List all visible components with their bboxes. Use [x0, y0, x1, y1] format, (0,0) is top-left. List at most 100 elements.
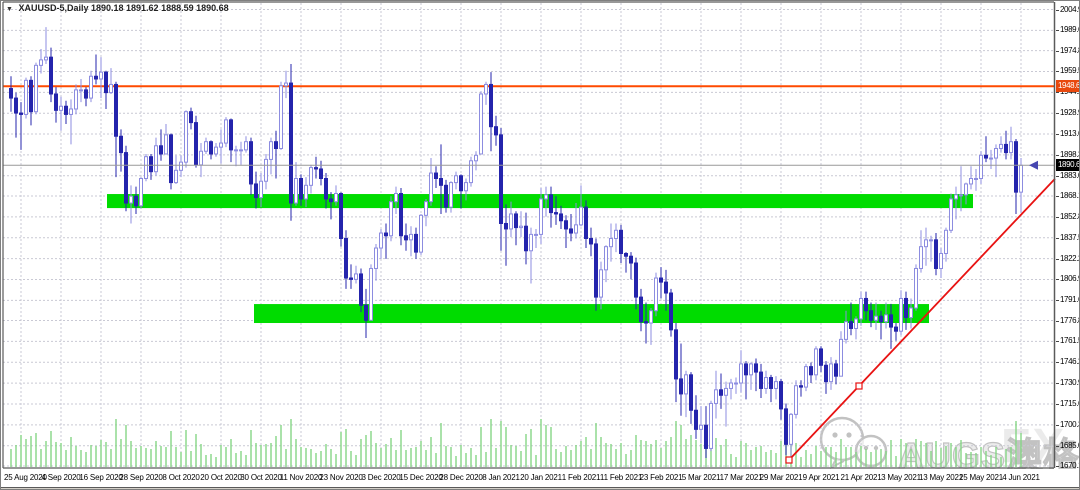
candle-bull — [899, 297, 903, 332]
candle-bear — [514, 213, 518, 229]
candle-bull — [429, 172, 433, 203]
price-tick-label: 1837.55 — [1056, 233, 1079, 243]
candle-bull — [449, 182, 453, 208]
candle-bull — [74, 89, 78, 110]
candle-bear — [319, 168, 323, 180]
candle-bull — [979, 154, 983, 180]
price-arrow-icon — [1029, 160, 1038, 170]
candle-bear — [809, 366, 813, 376]
candle-bear — [1004, 143, 1008, 154]
candle-bull — [844, 321, 848, 340]
candle-bull — [389, 201, 393, 237]
trendline-handle[interactable] — [855, 382, 863, 390]
candle-bear — [679, 378, 683, 395]
candle-bear — [569, 228, 573, 234]
candle-bull — [1009, 141, 1013, 154]
trend-line[interactable] — [788, 178, 1056, 461]
candle-bear — [494, 126, 498, 136]
candle-bull — [164, 134, 168, 155]
candle-bull — [764, 377, 768, 389]
candle-bull — [44, 56, 48, 61]
lower-support-zone[interactable] — [254, 304, 929, 324]
candle-bull — [379, 232, 383, 249]
axis-tick-dash — [1056, 424, 1059, 426]
candle-bear — [14, 97, 18, 114]
candle-bear — [779, 381, 783, 410]
axis-tick-dash — [1056, 216, 1059, 218]
candle-bear — [504, 222, 508, 230]
price-tick-label: 1715.60 — [1056, 399, 1079, 409]
date-tick-label: 11 Nov 2020 — [279, 473, 323, 482]
candle-bear — [499, 134, 503, 224]
candle-bull — [954, 194, 958, 200]
candle-bull — [714, 389, 718, 404]
candle-bear — [339, 192, 343, 239]
date-tick-label: 9 Apr 2021 — [802, 473, 840, 482]
candle-bear — [439, 178, 443, 186]
collapse-icon[interactable]: ▼ — [6, 6, 13, 13]
candle-bull — [684, 374, 688, 395]
candle-bull — [579, 206, 583, 226]
candle-bear — [29, 79, 33, 113]
axis-tick-dash — [1056, 445, 1059, 447]
candle-bull — [974, 178, 978, 181]
axis-tick-dash — [1056, 196, 1059, 198]
axis-tick-dash — [1056, 300, 1059, 302]
chart-plot-area — [2, 1, 1056, 469]
axis-tick-dash — [1056, 465, 1059, 467]
candle-bear — [869, 310, 873, 321]
candle-bull — [214, 146, 218, 155]
price-tick-label: 1913.60 — [1056, 129, 1079, 139]
date-axis: 25 Aug 2020 4 Sep 2020 16 Sep 2020 28 Sep 2… — [1, 469, 1079, 489]
date-tick-label: 20 Oct 2020 — [200, 473, 242, 482]
candle-bull — [199, 150, 203, 166]
chart-title: ▼ XAUUSD-5,Daily 1890.18 1891.62 1888.59… — [6, 3, 229, 13]
candle-bull — [39, 59, 43, 66]
candle-bull — [284, 82, 288, 87]
candle-bull — [944, 229, 948, 254]
candle-bull — [914, 267, 918, 309]
candle-bull — [884, 314, 888, 323]
candle-bear — [94, 75, 98, 80]
candle-bull — [724, 387, 728, 396]
candle-bull — [69, 108, 73, 115]
candle-bull — [994, 148, 998, 159]
date-tick-label: 28 Dec 2020 — [439, 473, 483, 482]
date-tick-label: 23 Nov 2020 — [319, 473, 363, 482]
price-tick-label: 1670.15 — [1056, 461, 1079, 471]
candle-bull — [999, 143, 1003, 150]
candle-bear — [324, 178, 328, 200]
price-tick-label: 1761.50 — [1056, 336, 1079, 346]
candle-bull — [949, 198, 953, 231]
candle-bull — [334, 192, 338, 203]
date-tick-label: 21 Apr 2021 — [840, 473, 882, 482]
candle-bear — [64, 105, 68, 115]
candle-bear — [229, 119, 233, 151]
candle-bull — [464, 182, 468, 192]
candle-bull — [774, 381, 778, 389]
trendline-handle[interactable] — [785, 456, 793, 464]
candle-bear — [274, 141, 278, 150]
candle-bear — [674, 329, 678, 380]
candle-bull — [989, 157, 993, 160]
candle-bear — [934, 239, 938, 269]
candle-bull — [99, 71, 103, 80]
candle-bear — [399, 192, 403, 237]
candle-bull — [919, 246, 923, 269]
date-tick-label: 11 Feb 2021 — [599, 473, 643, 482]
title-ohlc-values: 1890.18 1891.62 1888.59 1890.68 — [91, 3, 229, 13]
candle-bear — [819, 348, 823, 366]
date-tick-label: 25 Aug 2020 — [4, 473, 47, 482]
price-tick-label: 1791.65 — [1056, 295, 1079, 305]
candle-bear — [799, 385, 803, 388]
candle-bear — [189, 111, 193, 124]
candle-bear — [894, 326, 898, 332]
candle-bull — [1019, 164, 1023, 193]
candle-bull — [469, 160, 473, 184]
candle-bull — [239, 149, 243, 152]
axis-tick-dash — [1056, 320, 1059, 322]
candle-bull — [614, 229, 618, 239]
candle-bear — [619, 229, 623, 254]
candle-bull — [574, 224, 578, 234]
